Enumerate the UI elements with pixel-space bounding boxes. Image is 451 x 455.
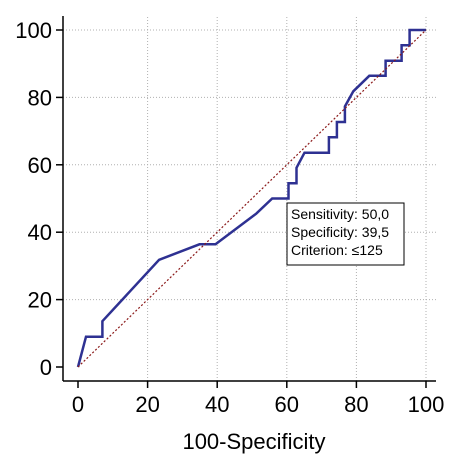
x-axis-title: 100-Specificity [182, 429, 325, 454]
roc-curve-line [76, 28, 426, 368]
annotation-line-2: Specificity: 39,5 [291, 224, 389, 240]
y-tick-label: 80 [28, 85, 52, 110]
x-tick-label: 60 [275, 392, 299, 417]
annotation-line-3: Criterion: ≤125 [291, 242, 383, 258]
series-layer [76, 28, 427, 368]
tick-labels: 0 20 40 60 80 100 0 20 40 60 80 100 [15, 18, 444, 417]
x-tick-label: 80 [344, 392, 368, 417]
y-tick-label: 100 [15, 18, 52, 43]
y-tick-label: 0 [40, 355, 52, 380]
y-tick-label: 40 [28, 220, 52, 245]
reference-diagonal-line [77, 29, 427, 368]
x-tick-label: 100 [408, 392, 445, 417]
grid-lines [63, 16, 436, 381]
axes [56, 16, 436, 388]
annotation-line-1: Sensitivity: 50,0 [291, 206, 389, 222]
x-tick-label: 40 [205, 392, 229, 417]
y-tick-label: 60 [28, 153, 52, 178]
y-tick-label: 20 [28, 288, 52, 313]
x-tick-label: 0 [72, 392, 84, 417]
annotation-box: Sensitivity: 50,0 Specificity: 39,5 Criter… [286, 202, 405, 266]
annotation-frame [286, 202, 405, 266]
x-tick-label: 20 [135, 392, 159, 417]
